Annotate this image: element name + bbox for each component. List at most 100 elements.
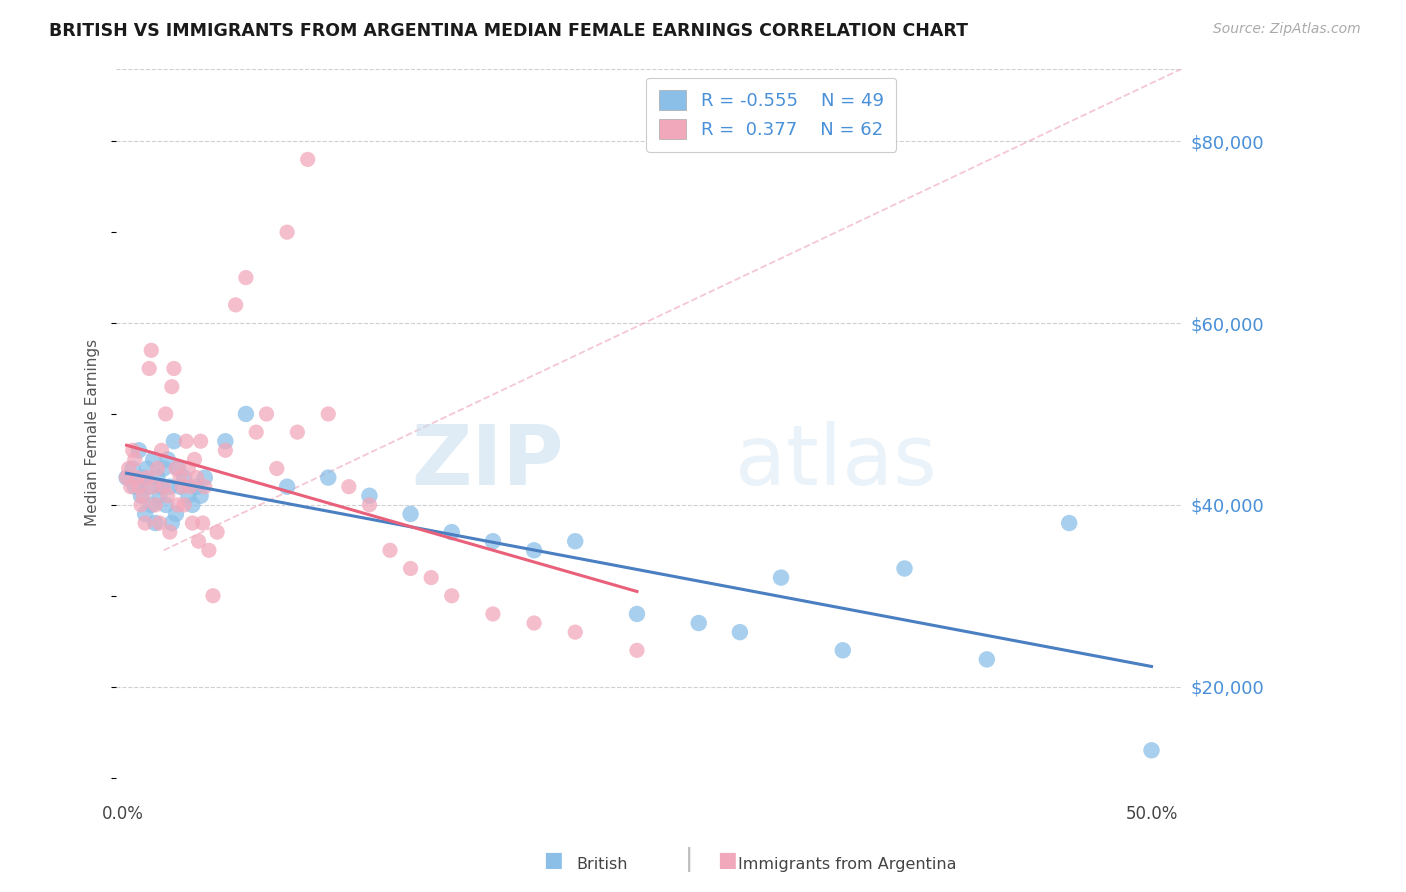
Point (225, 298, 247, 312)
Point (159, 480, 181, 494)
Point (129, 489, 152, 503)
Point (155, 407, 177, 421)
Point (141, 343, 163, 358)
Point (152, 461, 174, 475)
Point (138, 361, 160, 376)
Point (165, 507, 187, 521)
Text: Source: ZipAtlas.com: Source: ZipAtlas.com (1213, 22, 1361, 37)
Point (893, 561, 915, 575)
Point (136, 470, 159, 484)
Point (831, 643, 853, 657)
Point (124, 452, 146, 467)
Y-axis label: Median Female Earnings: Median Female Earnings (86, 339, 100, 525)
Point (173, 498, 195, 512)
Point (399, 507, 422, 521)
Point (134, 507, 156, 521)
Point (148, 489, 170, 503)
Point (235, 270, 257, 285)
Point (190, 489, 212, 503)
Point (167, 498, 190, 512)
Point (120, 480, 142, 494)
Point (482, 607, 505, 621)
Point (148, 516, 170, 530)
Point (128, 443, 150, 458)
Point (146, 461, 169, 475)
Point (564, 625, 586, 640)
Point (626, 607, 648, 621)
Point (359, 489, 381, 503)
Point (482, 534, 505, 549)
Point (163, 434, 186, 449)
Point (194, 470, 217, 484)
Point (128, 480, 150, 494)
Point (191, 516, 214, 530)
Text: atlas: atlas (734, 421, 936, 501)
Point (138, 480, 160, 494)
Point (626, 643, 648, 657)
Point (266, 461, 288, 475)
Point (145, 516, 167, 530)
Text: |: | (685, 847, 693, 872)
Point (235, 407, 257, 421)
Point (160, 516, 183, 530)
Point (523, 615, 546, 630)
Point (186, 480, 208, 494)
Point (115, 470, 138, 484)
Point (129, 498, 152, 512)
Point (316, 470, 339, 484)
Point (142, 480, 165, 494)
Point (152, 480, 174, 494)
Point (177, 489, 200, 503)
Point (174, 434, 197, 449)
Point (150, 443, 173, 458)
Point (688, 615, 710, 630)
Point (770, 571, 793, 585)
Point (420, 571, 443, 585)
Point (132, 470, 155, 484)
Point (125, 470, 148, 484)
Point (399, 561, 422, 575)
Point (115, 470, 138, 484)
Point (167, 461, 190, 475)
Point (163, 361, 186, 376)
Point (145, 498, 167, 512)
Point (287, 425, 309, 439)
Point (523, 543, 546, 558)
Point (337, 480, 360, 494)
Point (245, 425, 267, 439)
Point (198, 543, 221, 558)
Text: ■: ■ (543, 850, 562, 870)
Point (181, 516, 204, 530)
Point (276, 225, 298, 239)
Point (177, 461, 200, 475)
Point (1140, 743, 1163, 757)
Point (156, 489, 179, 503)
Point (156, 452, 179, 467)
Point (440, 525, 463, 540)
Point (378, 543, 401, 558)
Point (146, 470, 169, 484)
Point (132, 489, 155, 503)
Point (276, 480, 298, 494)
Point (150, 480, 173, 494)
Point (173, 470, 195, 484)
Point (155, 498, 177, 512)
Point (179, 480, 201, 494)
Point (165, 461, 187, 475)
Point (159, 525, 181, 540)
Point (201, 589, 224, 603)
Point (181, 498, 204, 512)
Text: British: British (576, 857, 628, 872)
Point (316, 407, 339, 421)
Point (134, 516, 156, 530)
Text: ■: ■ (717, 850, 737, 870)
Point (121, 461, 143, 475)
Text: BRITISH VS IMMIGRANTS FROM ARGENTINA MEDIAN FEMALE EARNINGS CORRELATION CHART: BRITISH VS IMMIGRANTS FROM ARGENTINA MED… (49, 22, 969, 40)
Point (214, 434, 236, 449)
Point (142, 452, 165, 467)
Point (136, 461, 159, 475)
Point (297, 153, 319, 167)
Point (186, 470, 208, 484)
Point (359, 498, 381, 512)
Point (183, 452, 205, 467)
